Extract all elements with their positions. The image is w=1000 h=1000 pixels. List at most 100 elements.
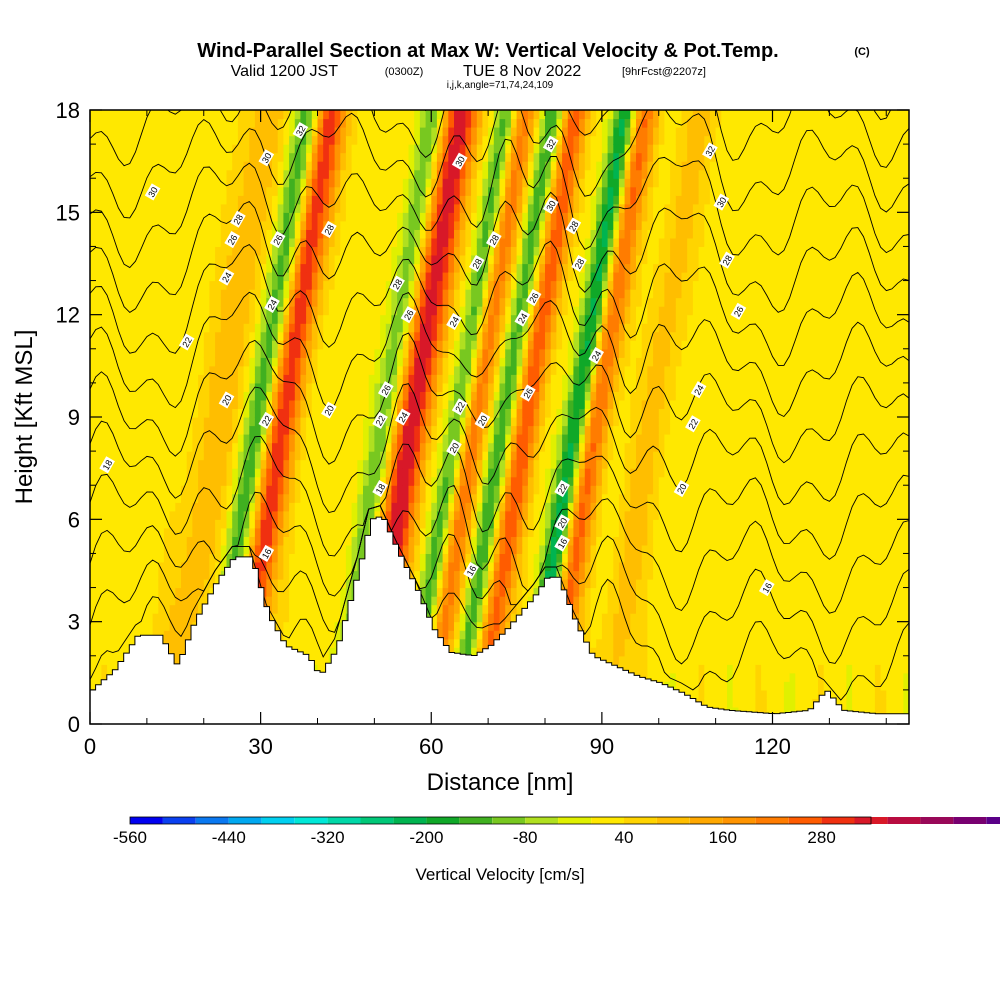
velocity-cell	[101, 655, 108, 665]
velocity-cell	[220, 374, 228, 384]
velocity-cell	[192, 186, 199, 196]
velocity-cell	[90, 570, 97, 580]
velocity-cell	[152, 127, 159, 137]
velocity-cell	[345, 203, 353, 213]
velocity-cell	[232, 289, 239, 299]
velocity-cell	[272, 357, 279, 367]
velocity-cell	[186, 314, 193, 324]
velocity-cell	[226, 382, 233, 392]
velocity-cell	[249, 297, 256, 307]
velocity-cell	[408, 459, 415, 469]
velocity-cell	[243, 493, 250, 503]
velocity-cell	[107, 451, 114, 461]
velocity-cell	[181, 434, 188, 444]
velocity-cell	[192, 314, 199, 324]
velocity-cell	[163, 391, 171, 401]
velocity-cell	[328, 544, 336, 554]
velocity-cell	[181, 621, 188, 631]
velocity-cell	[328, 178, 336, 188]
velocity-cell	[129, 263, 137, 273]
velocity-cell	[220, 212, 228, 222]
velocity-cell	[289, 272, 296, 282]
velocity-cell	[175, 468, 182, 478]
velocity-cell	[237, 399, 245, 409]
velocity-cell	[124, 638, 131, 648]
velocity-cell	[141, 220, 148, 230]
velocity-cell	[283, 323, 290, 333]
velocity-cell	[454, 374, 461, 384]
velocity-cell	[465, 263, 472, 273]
velocity-cell	[425, 118, 432, 128]
velocity-cell	[272, 365, 279, 375]
velocity-cell	[442, 297, 449, 307]
velocity-cell	[306, 596, 313, 606]
velocity-cell	[300, 510, 307, 520]
velocity-cell	[277, 246, 284, 256]
velocity-cell	[419, 493, 427, 503]
velocity-cell	[215, 169, 222, 179]
velocity-cell	[363, 135, 370, 145]
velocity-cell	[243, 468, 250, 478]
velocity-cell	[186, 186, 193, 196]
velocity-cell	[328, 604, 336, 614]
velocity-cell	[254, 340, 262, 350]
velocity-cell	[266, 314, 273, 324]
velocity-cell	[237, 434, 245, 444]
velocity-cell	[476, 110, 484, 120]
velocity-cell	[306, 306, 313, 316]
velocity-cell	[289, 527, 296, 537]
velocity-cell	[294, 604, 302, 614]
velocity-cell	[95, 451, 102, 461]
velocity-cell	[175, 382, 182, 392]
velocity-cell	[442, 144, 449, 154]
velocity-cell	[129, 169, 137, 179]
velocity-cell	[95, 510, 102, 520]
velocity-cell	[414, 203, 421, 213]
velocity-cell	[215, 553, 222, 563]
velocity-cell	[141, 161, 148, 171]
velocity-cell	[129, 229, 137, 239]
velocity-cell	[163, 630, 171, 640]
velocity-cell	[306, 451, 313, 461]
velocity-cell	[163, 382, 171, 392]
velocity-cell	[408, 323, 415, 333]
velocity-cell	[391, 229, 398, 239]
velocity-cell	[317, 229, 324, 239]
velocity-cell	[454, 579, 461, 589]
velocity-cell	[249, 348, 256, 358]
velocity-cell	[436, 553, 444, 563]
velocity-cell	[476, 374, 484, 384]
velocity-cell	[351, 263, 358, 273]
velocity-cell	[90, 144, 97, 154]
velocity-cell	[237, 263, 245, 273]
velocity-cell	[146, 536, 154, 546]
velocity-cell	[368, 434, 375, 444]
velocity-cell	[243, 425, 250, 435]
velocity-cell	[158, 544, 165, 554]
velocity-cell	[90, 587, 97, 597]
velocity-cell	[351, 118, 358, 128]
velocity-cell	[158, 118, 165, 128]
velocity-cell	[152, 314, 159, 324]
velocity-cell	[283, 178, 290, 188]
velocity-cell	[317, 203, 324, 213]
velocity-cell	[425, 306, 432, 316]
velocity-cell	[124, 553, 131, 563]
velocity-cell	[289, 570, 296, 580]
velocity-cell	[311, 493, 319, 503]
velocity-cell	[90, 135, 97, 145]
velocity-cell	[459, 272, 466, 282]
velocity-cell	[272, 144, 279, 154]
velocity-cell	[152, 237, 159, 247]
velocity-cell	[311, 570, 319, 580]
velocity-cell	[340, 417, 347, 427]
velocity-cell	[351, 203, 358, 213]
velocity-cell	[436, 178, 444, 188]
velocity-cell	[334, 323, 341, 333]
velocity-cell	[425, 391, 432, 401]
velocity-cell	[345, 459, 353, 469]
velocity-cell	[311, 340, 319, 350]
velocity-cell	[471, 203, 478, 213]
velocity-cell	[198, 118, 205, 128]
velocity-cell	[431, 306, 438, 316]
